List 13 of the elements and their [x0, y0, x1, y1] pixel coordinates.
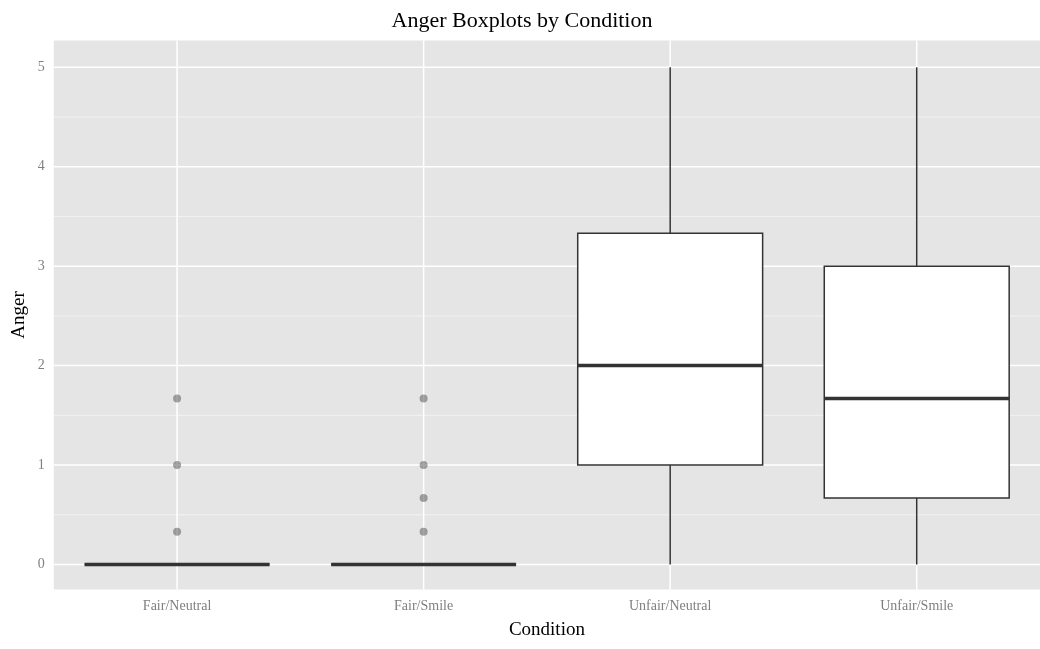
x-tick-label: Fair/Neutral [142, 598, 212, 614]
y-tick-label: 5 [37, 58, 45, 74]
chart-title: Anger Boxplots by Condition [391, 6, 653, 32]
y-tick-label: 3 [37, 257, 45, 273]
y-tick-label: 0 [37, 556, 45, 572]
y-tick-label: 1 [37, 456, 45, 472]
y-tick-label: 4 [37, 158, 45, 174]
x-tick-label: Unfair/Neutral [628, 598, 712, 614]
x-axis-title: Condition [508, 617, 586, 639]
x-tick-label: Fair/Smile [394, 598, 454, 614]
y-tick-label: 2 [37, 357, 45, 373]
y-axis-title: Anger [7, 290, 29, 339]
x-tick-label: Unfair/Smile [880, 598, 954, 614]
